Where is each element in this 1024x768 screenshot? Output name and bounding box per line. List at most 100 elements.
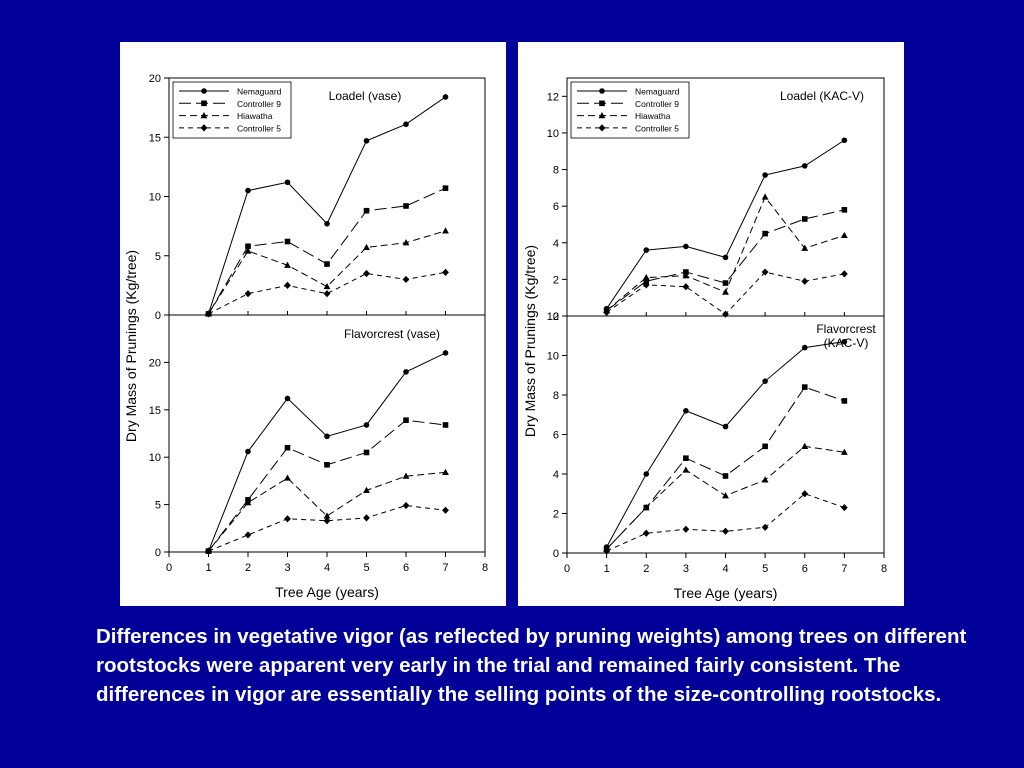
legend-marker xyxy=(201,100,207,107)
data-point xyxy=(603,308,611,316)
data-point xyxy=(722,423,729,430)
x-tick-label: 3 xyxy=(683,563,689,575)
x-tick-label: 6 xyxy=(403,562,409,574)
legend-marker xyxy=(201,88,207,94)
data-point xyxy=(244,290,252,298)
data-point xyxy=(762,443,768,450)
data-point xyxy=(722,280,729,286)
data-point xyxy=(761,523,769,531)
data-point xyxy=(324,220,330,227)
data-point xyxy=(682,466,690,473)
data-point xyxy=(642,281,650,289)
data-point xyxy=(442,468,449,475)
series-controller-5 xyxy=(205,268,449,318)
chart-title-text: Flavorcrest (vase) xyxy=(344,327,440,341)
data-point xyxy=(841,398,848,404)
chart-panel-left: 0 5 10 15 20 Loadel (vase) Nemaguard Controller… xyxy=(120,42,506,606)
data-point xyxy=(323,290,331,298)
data-point xyxy=(323,512,331,519)
x-tick-label: 4 xyxy=(722,563,728,575)
series-hiawatha xyxy=(205,468,449,554)
data-point xyxy=(324,433,330,440)
x-tick-label: 2 xyxy=(245,562,251,574)
x-tick-label: 0 xyxy=(564,563,570,575)
data-point xyxy=(402,472,410,479)
y-tick-label: 0 xyxy=(553,548,559,560)
data-point xyxy=(284,395,291,402)
series-controller-5 xyxy=(205,501,449,555)
legend-label: Nemaguard xyxy=(635,87,680,97)
data-point xyxy=(284,261,291,268)
x-tick-label: 8 xyxy=(881,563,887,575)
data-point xyxy=(403,369,409,375)
y-tick-label: 0 xyxy=(155,310,161,322)
data-point xyxy=(801,216,808,222)
data-point xyxy=(761,268,769,276)
chart-0: 0 5 10 15 20 Loadel (vase) Nemaguard Controller… xyxy=(149,73,486,322)
data-point xyxy=(841,137,848,144)
series-line xyxy=(208,419,446,552)
data-point xyxy=(682,525,690,533)
y-tick-label: 10 xyxy=(547,128,559,140)
x-tick-label: 3 xyxy=(284,562,290,574)
chart-2: 0 2 4 6 8 10 12 Loadel (KAC-V) Nemaguard Controll… xyxy=(547,77,885,323)
data-point xyxy=(722,473,729,479)
y-tick-label: 5 xyxy=(155,251,161,263)
data-point xyxy=(363,422,370,428)
x-tick-label: 0 xyxy=(166,562,172,574)
legend-label: Hiawatha xyxy=(237,111,273,121)
data-point xyxy=(643,278,650,285)
y-tick-label: 8 xyxy=(553,165,559,177)
y-tick-label: 0 xyxy=(155,547,161,559)
y-axis-label: Dry Mass of Prunings (Kg/tree) xyxy=(522,245,538,437)
data-point xyxy=(801,277,809,285)
data-point xyxy=(244,247,252,254)
x-tick-label: 5 xyxy=(363,562,369,574)
data-point xyxy=(643,247,650,253)
data-point xyxy=(403,121,409,128)
data-point xyxy=(245,243,251,250)
legend-marker xyxy=(200,112,208,119)
legend-label: Controller 9 xyxy=(635,99,679,109)
data-point xyxy=(643,471,650,477)
data-point xyxy=(682,283,690,291)
y-tick-label: 2 xyxy=(553,274,559,286)
legend-label: Controller 9 xyxy=(237,99,281,109)
data-point xyxy=(442,268,449,276)
data-point xyxy=(363,138,370,144)
data-point xyxy=(402,275,410,284)
y-tick-label: 5 xyxy=(155,500,161,512)
data-point xyxy=(245,187,251,194)
data-point xyxy=(683,455,689,461)
data-point xyxy=(363,449,370,456)
data-point xyxy=(442,422,449,428)
data-point xyxy=(323,517,331,525)
x-tick-label: 6 xyxy=(802,563,808,575)
x-tick-label: 4 xyxy=(324,562,330,574)
data-point xyxy=(722,288,729,295)
x-axis-label: Tree Age (years) xyxy=(275,584,379,600)
x-tick-label: 2 xyxy=(643,563,649,575)
x-tick-label: 5 xyxy=(762,563,768,575)
series-nemaguard xyxy=(603,338,848,550)
data-point xyxy=(284,281,291,289)
data-point xyxy=(363,486,370,493)
series-hiawatha xyxy=(603,193,848,314)
data-point xyxy=(323,282,331,290)
chart-title-text: Loadel (KAC-V) xyxy=(780,89,864,103)
series-hiawatha xyxy=(205,227,449,317)
data-point xyxy=(722,254,729,261)
data-point xyxy=(761,193,769,200)
chart-title: Flavorcrest (vase) xyxy=(344,327,440,341)
y-tick-label: 10 xyxy=(547,351,559,363)
series-line xyxy=(606,493,845,552)
data-point xyxy=(801,442,809,449)
y-tick-label: 10 xyxy=(149,452,161,464)
data-point xyxy=(324,461,330,468)
data-point xyxy=(801,490,809,498)
series-line xyxy=(606,341,845,548)
data-point xyxy=(722,527,729,535)
data-point xyxy=(642,503,650,511)
